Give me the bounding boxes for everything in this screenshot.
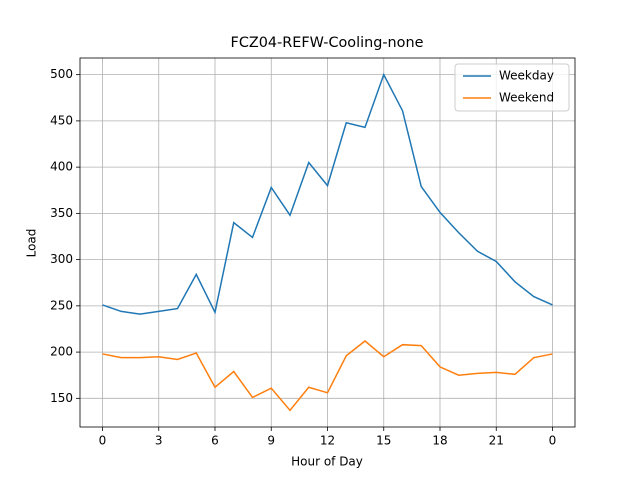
x-tick-label: 9 [267,434,275,448]
x-tick-label: 12 [320,434,335,448]
series-line [102,340,553,412]
y-axis-label: Load [25,229,39,258]
series-line [102,72,553,315]
x-tick-label: 0 [549,434,557,448]
y-tick-label: 300 [50,252,73,266]
y-tick-label: 250 [50,298,73,312]
x-axis-label: Hour of Day [291,455,363,469]
x-tick-label: 3 [155,434,163,448]
x-tick-label: 0 [99,434,107,448]
y-tick-label: 500 [50,67,73,81]
y-tick-label: 150 [50,391,73,405]
legend-label: Weekend [499,91,554,105]
x-tick-label: 15 [376,434,391,448]
chart-title: FCZ04-REFW-Cooling-none [231,35,424,51]
y-tick-label: 350 [50,206,73,220]
axes-frame [79,57,576,428]
x-tick-label: 6 [211,434,219,448]
y-tick-label: 450 [50,113,73,127]
y-tick-label: 200 [50,345,73,359]
y-tick-label: 400 [50,160,73,174]
x-tick-label: 21 [489,434,504,448]
x-tick-label: 18 [432,434,447,448]
legend-label: Weekday [499,69,554,83]
